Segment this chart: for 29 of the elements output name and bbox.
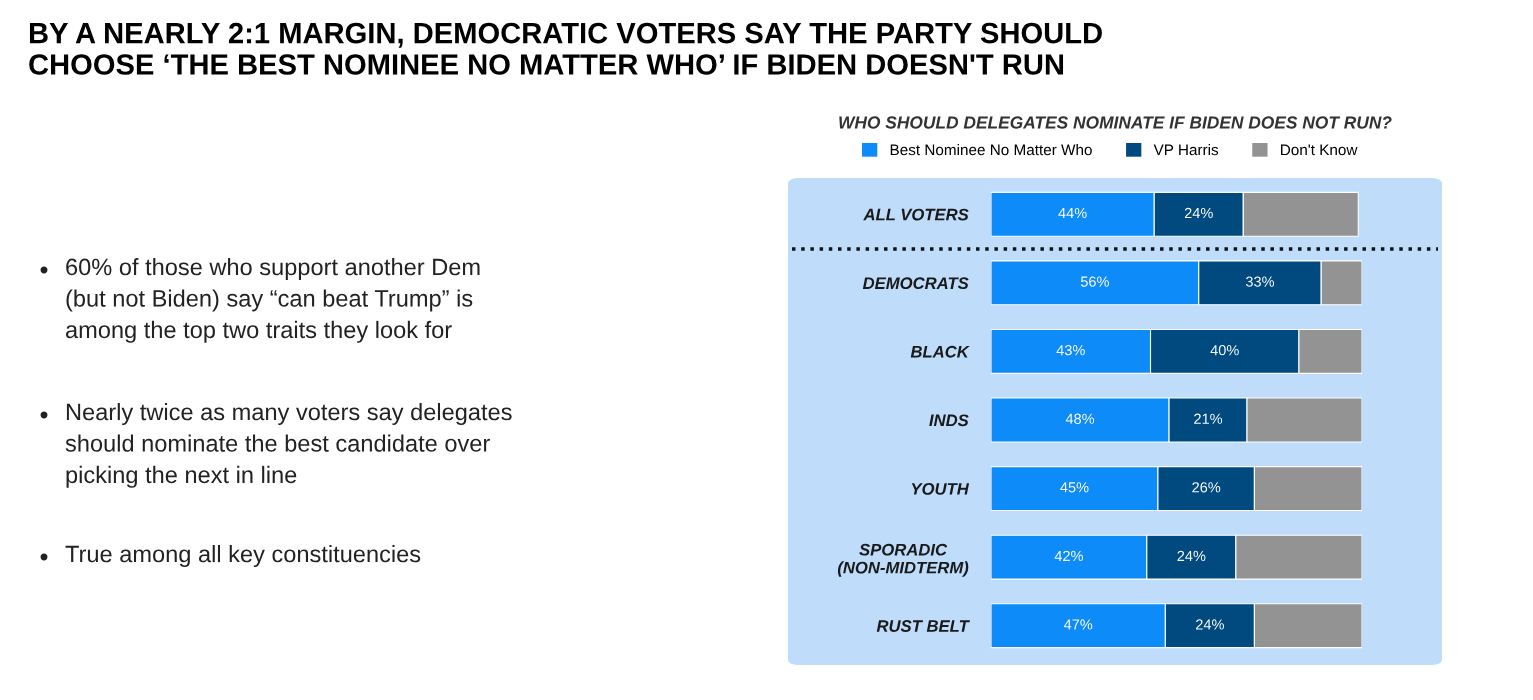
text: Nearly twice as many voters say delegates should nominate the best candidate over picking the next in line [65,403,512,488]
text: BY A NEARLY 2:1 MARGIN, DEMOCRATIC VOTERS SAY THE PARTY SHOULD CHOOSE ‘THE BEST NOMINEE NO MATTER WHO’ IF BIDEN DOESN'T RUN [29,22,1102,75]
data-label: 44% [1058,207,1087,219]
y-tick-label: YOUTH [911,482,970,495]
data-label: 24% [1177,550,1206,561]
data-label: 45% [1060,482,1089,493]
data-label: 48% [1065,413,1095,424]
text: True among all key constituencies [65,545,421,568]
y-tick-label: DEMOCRATS [862,277,969,290]
legend-label: VP Harris [1153,144,1219,156]
y-tick-label: ALL VOTERS [863,208,969,221]
data-label: 40% [1210,345,1239,356]
data-label: 26% [1192,482,1221,493]
data-label: 24% [1196,619,1224,630]
legend-label: Best Nominee No Matter Who [890,144,1092,156]
chart-subtitle: WHO SHOULD DELEGATES NOMINATE IF BIDEN DOES NOT RUN? [839,116,1392,129]
legend-label: Don't Know [1281,144,1358,156]
y-tick-label: SPORADIC (NON-MIDTERM) [837,543,969,577]
data-label: 21% [1194,413,1223,424]
data-label: 33% [1245,276,1275,287]
y-tick-label: BLACK [910,345,970,358]
data-label: 56% [1080,276,1109,287]
y-tick-label: INDS [929,414,969,427]
y-tick-label: RUST BELT [876,620,970,632]
data-label: 43% [1056,345,1085,356]
data-label: 47% [1063,619,1093,630]
data-label: 24% [1184,207,1213,219]
text: 60% of those who support another Dem (but not Biden) say “can beat Trump” is among the top two traits they look for [66,258,480,343]
data-label: 42% [1054,550,1083,561]
